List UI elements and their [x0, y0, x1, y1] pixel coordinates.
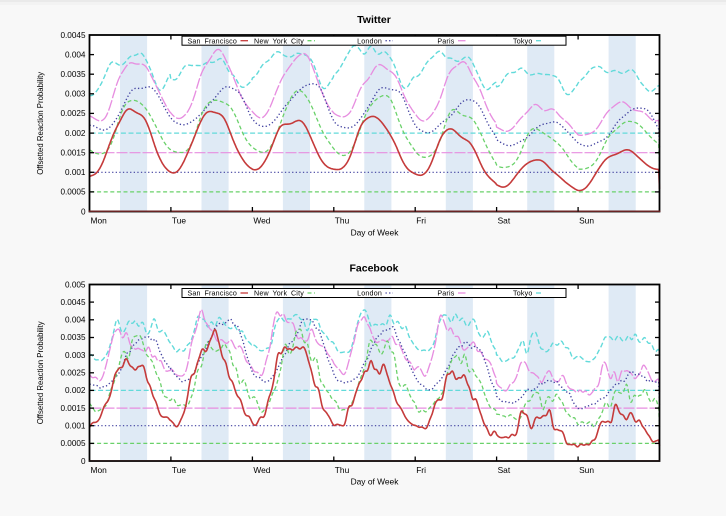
svg-text:0.003: 0.003	[65, 90, 86, 99]
svg-text:0.0005: 0.0005	[60, 188, 85, 197]
svg-text:Mon: Mon	[91, 465, 108, 475]
svg-text:Day of Week: Day of Week	[351, 228, 400, 238]
svg-text:New York City: New York City	[254, 37, 304, 45]
svg-text:0.002: 0.002	[65, 386, 86, 395]
svg-text:0: 0	[81, 457, 86, 466]
svg-text:Day of Week: Day of Week	[351, 477, 400, 487]
svg-text:Sat: Sat	[498, 216, 511, 226]
svg-text:Wed: Wed	[253, 216, 270, 226]
svg-text:Thu: Thu	[335, 465, 350, 475]
svg-text:Sun: Sun	[579, 216, 594, 226]
svg-text:San Francisco: San Francisco	[187, 290, 237, 298]
svg-text:0.003: 0.003	[65, 351, 86, 360]
svg-text:Twitter: Twitter	[357, 14, 391, 26]
svg-text:0.0025: 0.0025	[60, 369, 85, 378]
svg-text:Thu: Thu	[335, 216, 350, 226]
svg-text:0: 0	[81, 207, 86, 216]
svg-text:Paris: Paris	[437, 290, 454, 298]
svg-text:Fri: Fri	[416, 216, 426, 226]
svg-text:0.005: 0.005	[65, 280, 86, 289]
svg-text:Tue: Tue	[172, 465, 186, 475]
svg-text:Sat: Sat	[498, 465, 511, 475]
svg-text:0.0035: 0.0035	[60, 333, 85, 342]
svg-text:0.004: 0.004	[65, 50, 86, 59]
svg-text:0.0045: 0.0045	[60, 298, 85, 307]
svg-text:Tokyo: Tokyo	[513, 37, 533, 45]
svg-text:Offsetted Reaction Probability: Offsetted Reaction Probability	[36, 321, 45, 424]
svg-text:0.0015: 0.0015	[60, 149, 85, 158]
svg-text:0.0045: 0.0045	[60, 31, 85, 40]
svg-text:0.001: 0.001	[65, 422, 86, 431]
svg-text:Paris: Paris	[437, 37, 454, 45]
svg-text:Sun: Sun	[579, 465, 594, 475]
svg-text:Mon: Mon	[91, 216, 108, 226]
svg-text:0.001: 0.001	[65, 168, 86, 177]
svg-text:London: London	[357, 37, 382, 45]
svg-text:Facebook: Facebook	[349, 263, 398, 275]
svg-text:Tue: Tue	[172, 216, 186, 226]
svg-text:0.0035: 0.0035	[60, 70, 85, 79]
svg-text:New York City: New York City	[254, 290, 304, 298]
svg-text:0.0025: 0.0025	[60, 109, 85, 118]
svg-text:London: London	[357, 290, 382, 298]
svg-text:Offsetted Reaction Probability: Offsetted Reaction Probability	[36, 72, 45, 175]
svg-text:Wed: Wed	[253, 465, 270, 475]
svg-text:0.002: 0.002	[65, 129, 86, 138]
svg-text:0.0005: 0.0005	[60, 439, 85, 448]
svg-text:Tokyo: Tokyo	[513, 290, 533, 298]
svg-text:Fri: Fri	[416, 465, 426, 475]
svg-text:0.004: 0.004	[65, 316, 86, 325]
svg-text:0.0015: 0.0015	[60, 404, 85, 413]
svg-text:San Francisco: San Francisco	[187, 37, 237, 45]
